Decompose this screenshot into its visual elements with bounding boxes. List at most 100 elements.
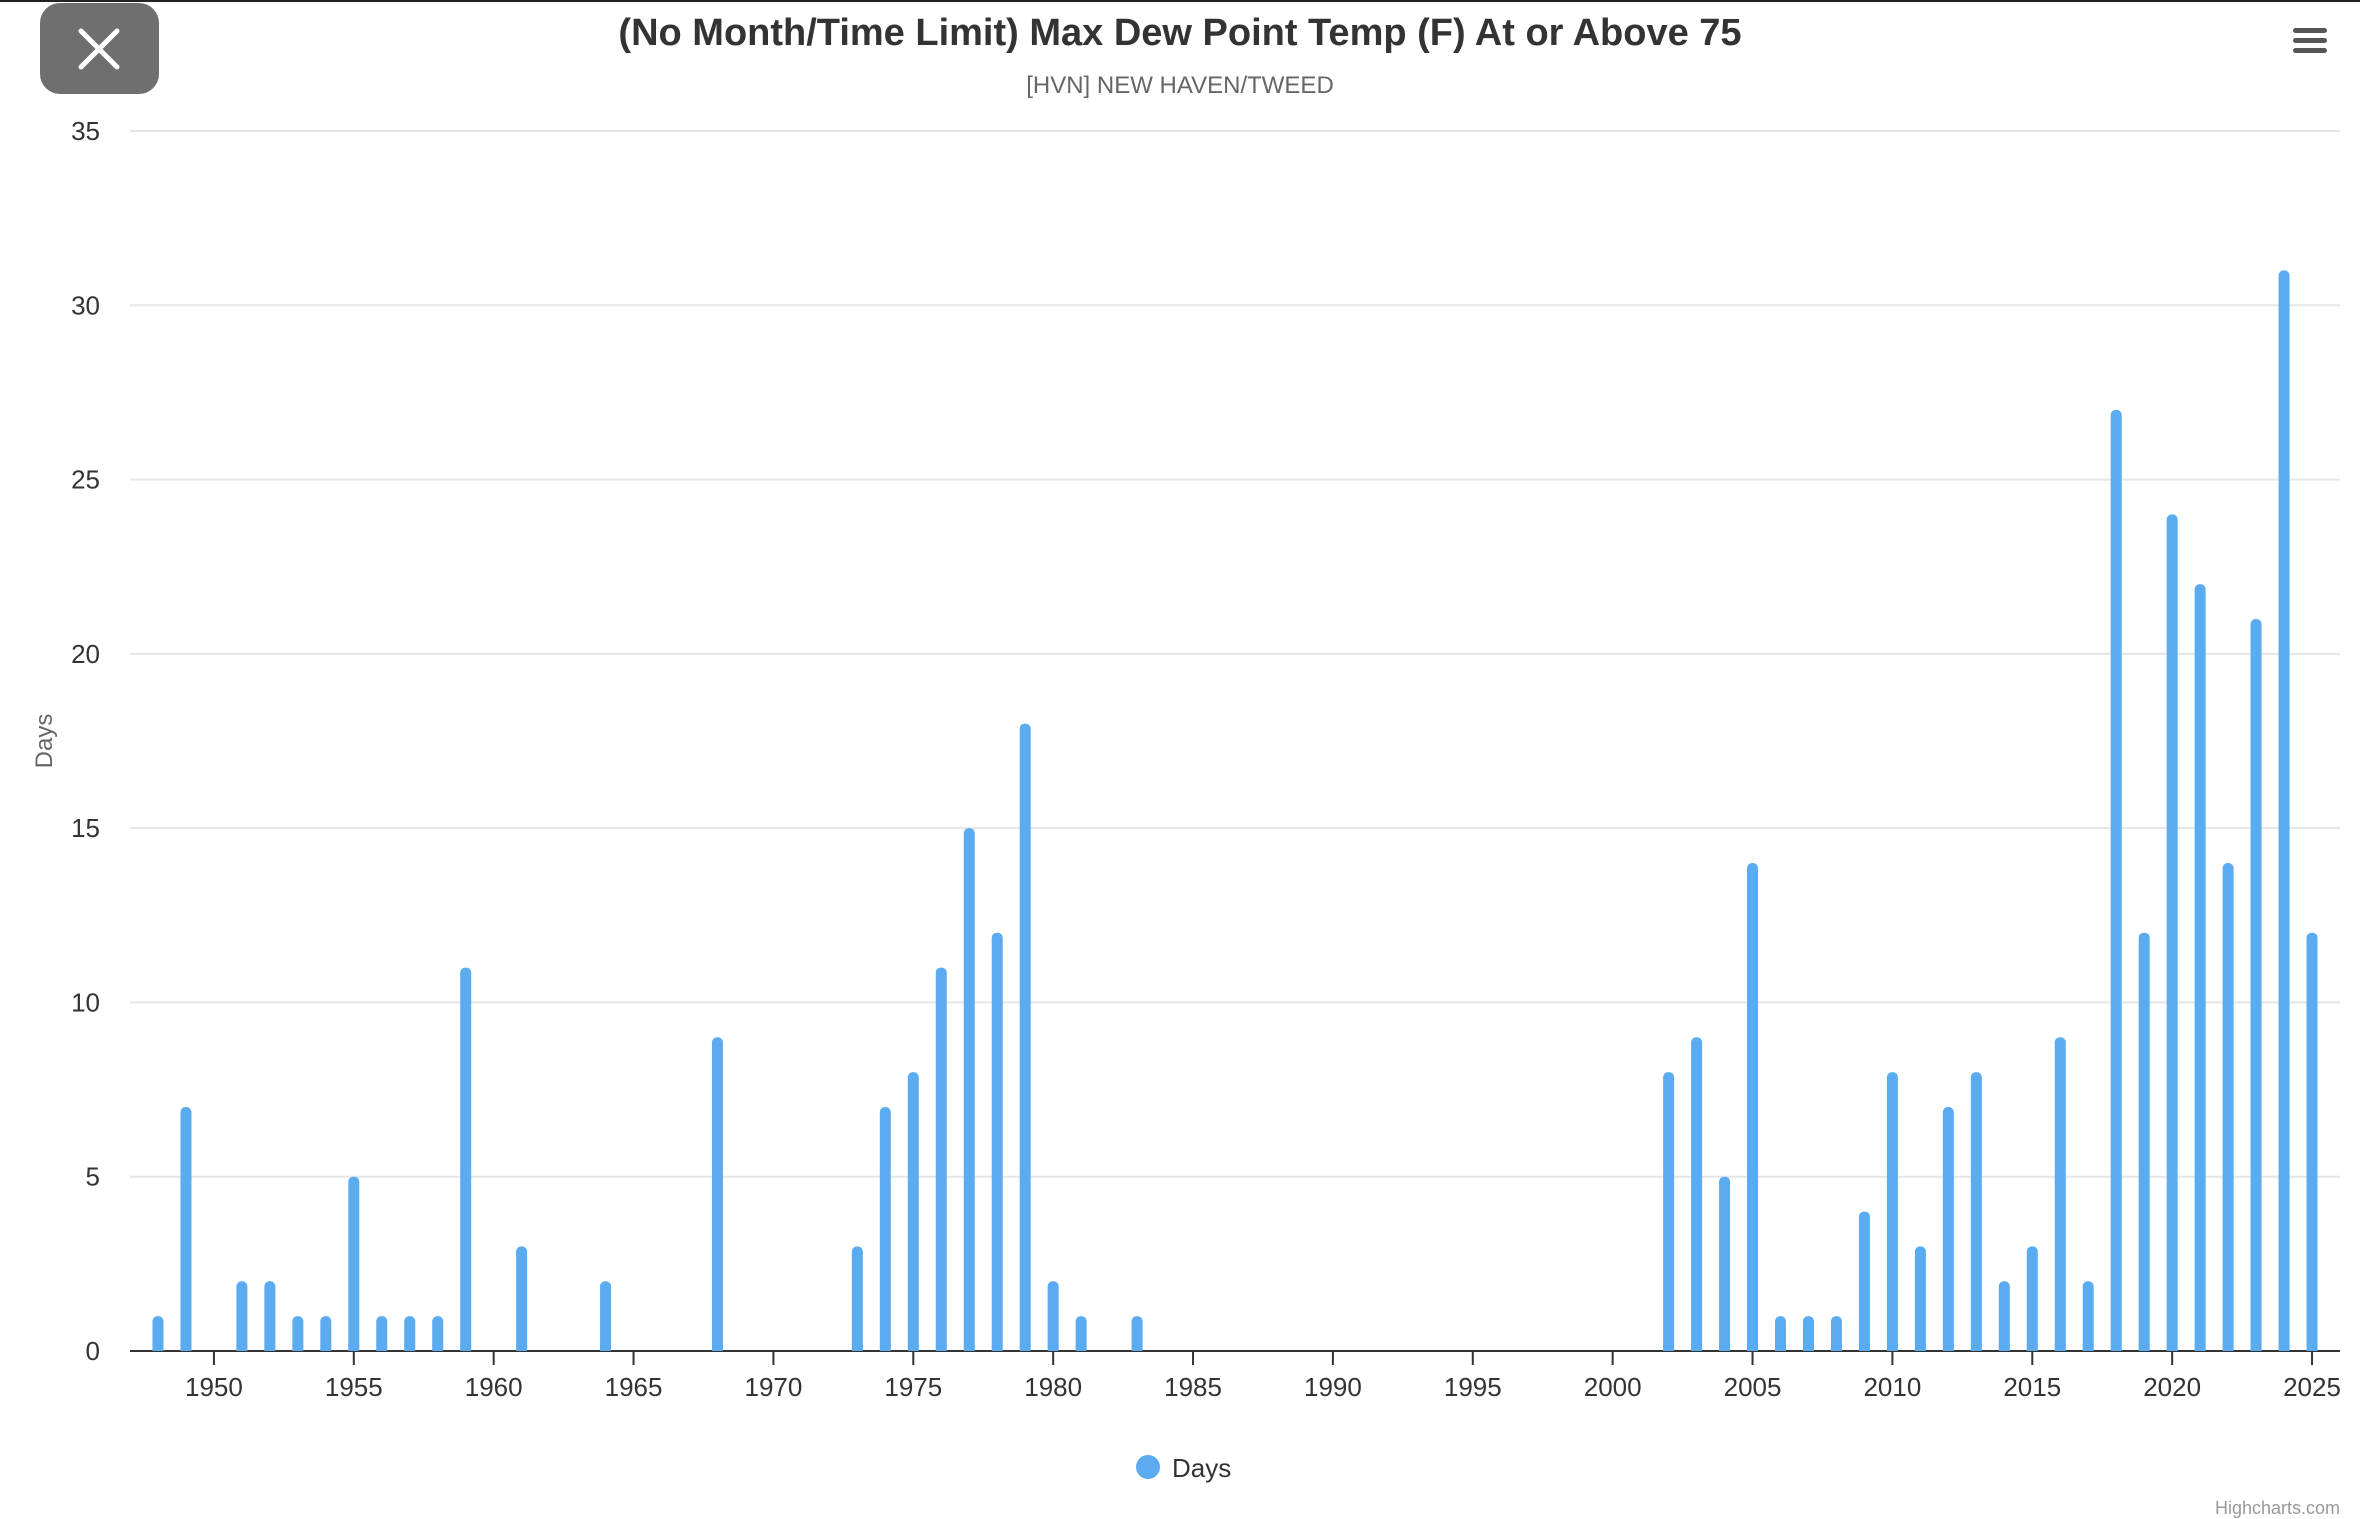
bar[interactable] xyxy=(600,1281,612,1351)
bar[interactable] xyxy=(935,967,947,1351)
bar[interactable] xyxy=(1998,1281,2010,1351)
bar[interactable] xyxy=(2054,1037,2066,1351)
bar[interactable] xyxy=(292,1316,304,1351)
bar[interactable] xyxy=(180,1107,192,1351)
bar[interactable] xyxy=(2026,1246,2038,1351)
bar[interactable] xyxy=(2082,1281,2094,1351)
bar[interactable] xyxy=(2138,932,2150,1351)
bar[interactable] xyxy=(1970,1072,1982,1351)
bar-base xyxy=(2082,1345,2094,1351)
y-tick-label: 20 xyxy=(71,639,100,669)
bar[interactable] xyxy=(1858,1211,1870,1351)
bar-base xyxy=(236,1345,248,1351)
bar[interactable] xyxy=(1802,1316,1814,1351)
bar-base xyxy=(2110,1345,2122,1351)
bar[interactable] xyxy=(2166,514,2178,1351)
bar[interactable] xyxy=(2194,584,2206,1351)
x-tick-label: 1980 xyxy=(1024,1372,1082,1402)
bar[interactable] xyxy=(264,1281,276,1351)
bar-base xyxy=(711,1345,723,1351)
bar-base xyxy=(1691,1345,1703,1351)
bar-base xyxy=(348,1345,360,1351)
bar-base xyxy=(2026,1345,2038,1351)
bar[interactable] xyxy=(2110,409,2122,1351)
bar[interactable] xyxy=(2250,619,2262,1351)
bar-base xyxy=(1075,1345,1087,1351)
bar[interactable] xyxy=(879,1107,891,1351)
bar[interactable] xyxy=(404,1316,416,1351)
y-tick-label: 5 xyxy=(86,1162,100,1192)
bar[interactable] xyxy=(1663,1072,1675,1351)
bar-base xyxy=(264,1345,276,1351)
x-tick-label: 2010 xyxy=(1863,1372,1921,1402)
chart-subtitle: [HVN] NEW HAVEN/TWEED xyxy=(1026,72,1334,99)
bar[interactable] xyxy=(1019,723,1031,1351)
chart-title: (No Month/Time Limit) Max Dew Point Temp… xyxy=(618,12,1742,54)
x-tick-label: 1975 xyxy=(884,1372,942,1402)
bar-base xyxy=(1942,1345,1954,1351)
x-tick-label: 2000 xyxy=(1584,1372,1642,1402)
bar[interactable] xyxy=(236,1281,248,1351)
bar-base xyxy=(1858,1345,1870,1351)
bar[interactable] xyxy=(963,828,975,1351)
bar[interactable] xyxy=(1747,863,1759,1351)
close-button[interactable] xyxy=(40,3,159,94)
bar[interactable] xyxy=(907,1072,919,1351)
bar[interactable] xyxy=(711,1037,723,1351)
top-border xyxy=(0,0,2360,2)
bar[interactable] xyxy=(376,1316,388,1351)
bar[interactable] xyxy=(1775,1316,1787,1351)
bar-base xyxy=(1047,1345,1059,1351)
bar[interactable] xyxy=(991,932,1003,1351)
bar-base xyxy=(851,1345,863,1351)
bar-base xyxy=(963,1345,975,1351)
y-axis-title: Days xyxy=(31,714,58,769)
bar[interactable] xyxy=(1719,1176,1731,1351)
bar-base xyxy=(1775,1345,1787,1351)
bar-base xyxy=(1970,1345,1982,1351)
y-tick-label: 0 xyxy=(86,1336,100,1366)
bar-base xyxy=(320,1345,332,1351)
x-tick-label: 2025 xyxy=(2283,1372,2341,1402)
bar[interactable] xyxy=(2306,932,2318,1351)
bar-base xyxy=(460,1345,472,1351)
bar-base xyxy=(152,1345,164,1351)
bar-base xyxy=(1747,1345,1759,1351)
bar-base xyxy=(2054,1345,2066,1351)
chart-menu-button[interactable] xyxy=(2290,20,2330,60)
bar[interactable] xyxy=(2278,270,2290,1351)
bar[interactable] xyxy=(348,1176,360,1351)
bar-base xyxy=(600,1345,612,1351)
bar[interactable] xyxy=(2222,863,2234,1351)
y-tick-label: 35 xyxy=(71,116,100,146)
bar-base xyxy=(2194,1345,2206,1351)
bar[interactable] xyxy=(851,1246,863,1351)
bar[interactable] xyxy=(516,1246,528,1351)
x-tick-label: 1990 xyxy=(1304,1372,1362,1402)
bar-base xyxy=(2222,1345,2234,1351)
bar[interactable] xyxy=(1830,1316,1842,1351)
bar[interactable] xyxy=(320,1316,332,1351)
bar[interactable] xyxy=(1691,1037,1703,1351)
x-tick-label: 1950 xyxy=(185,1372,243,1402)
legend-label[interactable]: Days xyxy=(1172,1453,1231,1483)
bar[interactable] xyxy=(1075,1316,1087,1351)
legend-marker xyxy=(1136,1455,1160,1479)
x-tick-label: 1955 xyxy=(325,1372,383,1402)
bar[interactable] xyxy=(152,1316,164,1351)
bar[interactable] xyxy=(460,967,472,1351)
hamburger-menu-icon xyxy=(2293,28,2327,53)
bar-base xyxy=(180,1345,192,1351)
bar-base xyxy=(432,1345,444,1351)
bar-base xyxy=(1131,1345,1143,1351)
bar[interactable] xyxy=(1131,1316,1143,1351)
bar[interactable] xyxy=(1914,1246,1926,1351)
y-tick-label: 25 xyxy=(71,465,100,495)
bar[interactable] xyxy=(1942,1107,1954,1351)
bar[interactable] xyxy=(1886,1072,1898,1351)
chart-credits[interactable]: Highcharts.com xyxy=(2214,1498,2340,1518)
bar-base xyxy=(1886,1345,1898,1351)
bar[interactable] xyxy=(1047,1281,1059,1351)
bar-base xyxy=(991,1345,1003,1351)
bar[interactable] xyxy=(432,1316,444,1351)
